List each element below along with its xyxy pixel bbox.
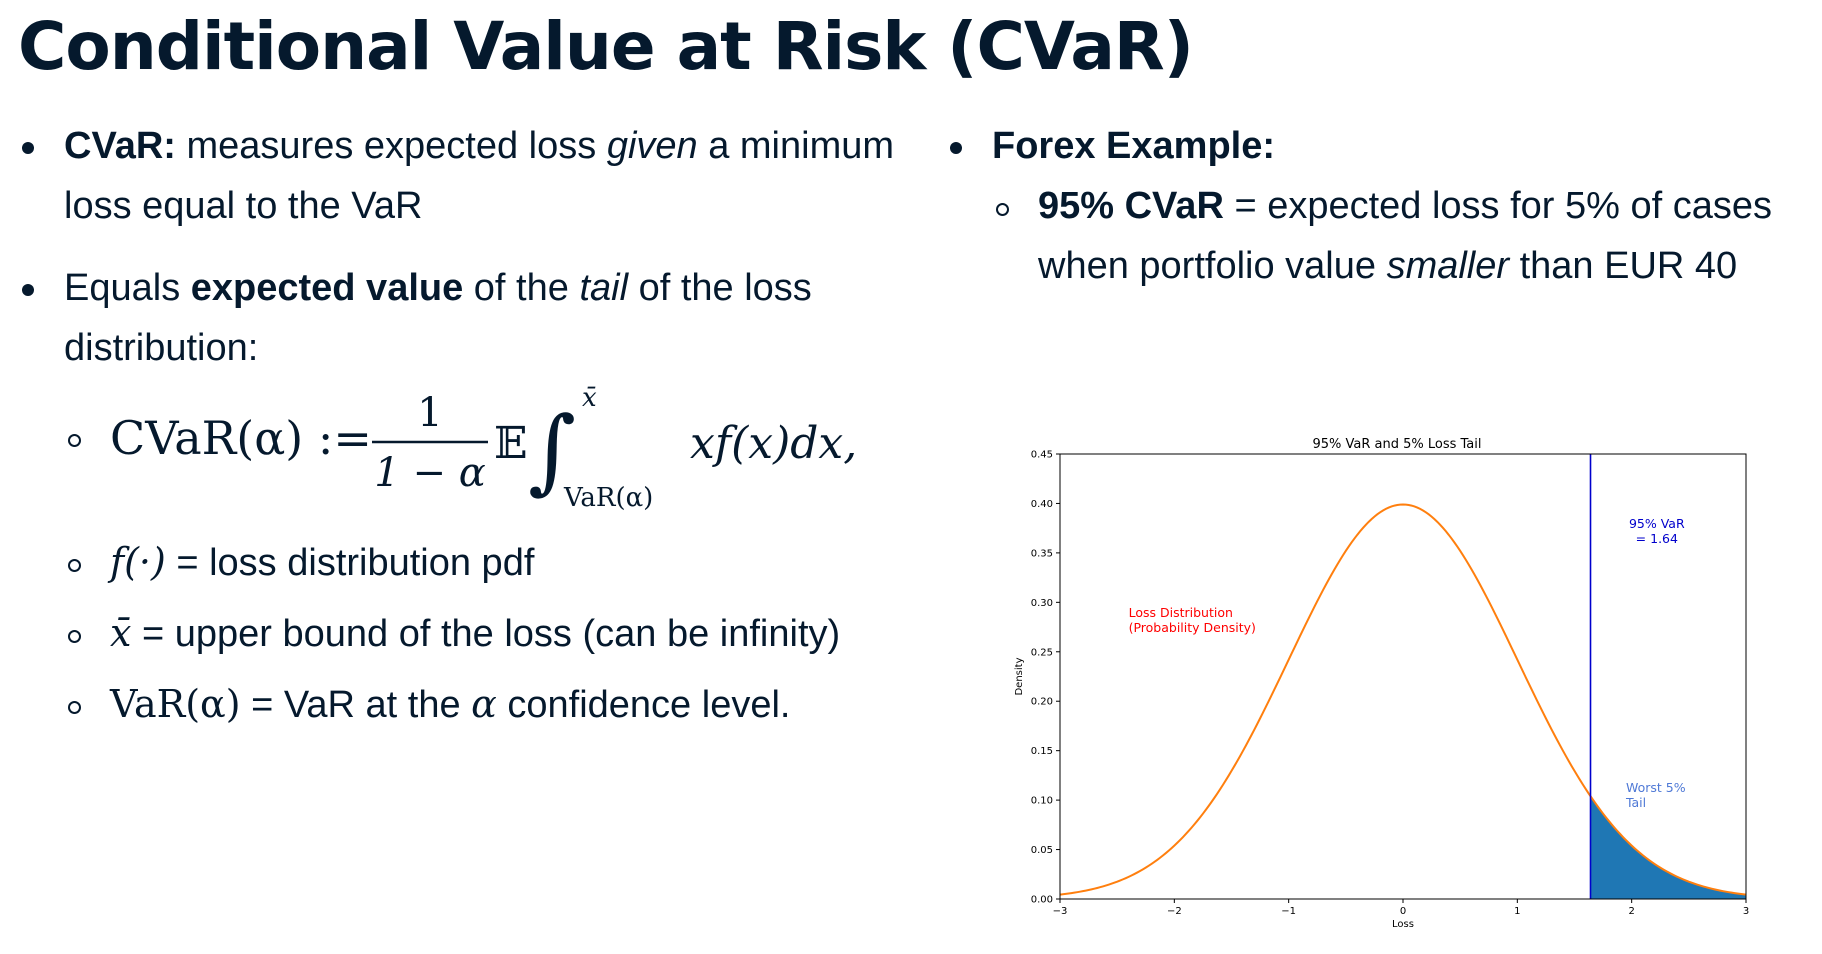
tail-word: tail <box>579 267 629 309</box>
annotation-distribution-line2: (Probability Density) <box>1129 620 1256 635</box>
x-tick-label: −1 <box>1281 906 1296 917</box>
cvar-term: CVaR: <box>64 125 176 167</box>
upper-bound-text: = upper bound of the loss (can be infini… <box>131 613 841 655</box>
y-tick-label: 0.30 <box>1031 598 1053 609</box>
y-tick-label: 0.40 <box>1031 499 1053 510</box>
page-title: Conditional Value at Risk (CVaR) <box>18 8 1194 85</box>
cvar95-text-2: than EUR 40 <box>1509 245 1738 287</box>
chart-title: 95% VaR and 5% Loss Tail <box>1312 437 1481 452</box>
forex-heading: Forex Example: <box>992 125 1275 167</box>
x-tick-label: 1 <box>1514 906 1520 917</box>
annotation-var: 95% VaR = 1.64 <box>1629 516 1685 546</box>
smaller-word: smaller <box>1386 245 1510 287</box>
x-tick-label: 3 <box>1743 906 1749 917</box>
y-axis-ticks: 0.00 0.05 0.10 0.15 0.20 0.25 0.30 0.35 0.40 0.45 <box>1031 450 1060 906</box>
sub-var: VaR(α) = VaR at the α confidence level. <box>18 674 918 735</box>
y-tick-label: 0.35 <box>1031 548 1053 559</box>
annotation-var-line1: 95% VaR <box>1629 516 1685 531</box>
x-tick-label: 2 <box>1628 906 1634 917</box>
sub-upper-bound: x̄ = upper bound of the loss (can be inf… <box>18 603 918 664</box>
left-column: CVaR: measures expected loss given a min… <box>18 116 918 735</box>
bullet-forex-example: Forex Example: <box>946 116 1816 176</box>
expected-value-term: expected value <box>190 267 464 309</box>
y-tick-label: 0.25 <box>1031 647 1053 658</box>
annotation-tail: Worst 5% Tail <box>1625 780 1686 810</box>
bullet-expected-value: Equals expected value of the tail of the… <box>18 258 918 378</box>
x-tick-label: −2 <box>1167 906 1182 917</box>
f-symbol: f(·) <box>110 540 166 584</box>
annotation-var-line2: = 1.64 <box>1636 531 1678 546</box>
xbar-symbol: x̄ <box>110 611 132 655</box>
formula-lhs: CVaR(α) := <box>110 411 372 465</box>
annotation-tail-line1: Worst 5% <box>1626 780 1686 795</box>
x-tick-label: 0 <box>1400 906 1406 917</box>
y-tick-label: 0.20 <box>1031 697 1053 708</box>
y-tick-label: 0.45 <box>1031 450 1053 461</box>
annotation-distribution-line1: Loss Distribution <box>1129 605 1233 620</box>
cvar95-term: 95% CVaR <box>1038 185 1224 227</box>
var-text-2: confidence level. <box>496 684 791 726</box>
y-tick-label: 0.15 <box>1031 746 1053 757</box>
ev-text-2: of the <box>463 267 580 309</box>
pdf-text: = loss distribution pdf <box>165 542 535 584</box>
var-text-1: = VaR at the <box>240 684 472 726</box>
integral-sign: ∫ <box>528 397 576 504</box>
alpha-symbol: α <box>471 682 497 726</box>
cvar-text-1: measures expected loss <box>175 125 607 167</box>
tail-area <box>1590 796 1746 899</box>
right-column: Forex Example: 95% CVaR = expected loss … <box>946 116 1816 296</box>
var-tail-chart: 95% VaR and 5% Loss Tail 0.00 0.05 0.10 0.1… <box>1014 437 1749 930</box>
sub-pdf: f(·) = loss distribution pdf <box>18 532 918 593</box>
formula-denominator: 1 − α <box>374 450 485 496</box>
ev-text-1: Equals <box>64 267 191 309</box>
y-axis-label: Density <box>1014 657 1025 695</box>
cvar-text-2: a minimum loss equal to the VaR <box>64 125 895 227</box>
integrand: xf(x)dx, <box>690 418 857 469</box>
y-tick-label: 0.00 <box>1031 895 1053 906</box>
sub-formula: CVaR(α) := 1 1 − α 𝔼 ∫ x̄ VaR(α) xf(x)dx… <box>18 378 918 528</box>
y-tick-label: 0.10 <box>1031 796 1053 807</box>
x-axis-label: Loss <box>1392 919 1414 930</box>
bullet-cvar-definition: CVaR: measures expected loss given a min… <box>18 116 918 236</box>
integral-upper-bound: x̄ <box>582 383 597 413</box>
cvar95-text-1: = expected loss for 5% of cases when por… <box>1038 185 1773 287</box>
annotation-tail-line2: Tail <box>1625 795 1646 810</box>
density-curve <box>1059 503 1747 896</box>
ev-text-3: of the loss distribution: <box>64 267 812 369</box>
integral-lower-bound: VaR(α) <box>563 483 653 513</box>
expectation-symbol: 𝔼 <box>494 418 528 469</box>
annotation-distribution: Loss Distribution (Probability Density) <box>1129 605 1256 635</box>
formula-numerator: 1 <box>417 390 442 436</box>
x-tick-label: −3 <box>1053 906 1068 917</box>
sub-cvar-95: 95% CVaR = expected loss for 5% of cases… <box>946 176 1816 296</box>
var-symbol: VaR(α) <box>110 682 241 726</box>
cvar-formula: CVaR(α) := 1 1 − α 𝔼 ∫ x̄ VaR(α) xf(x)dx… <box>110 383 857 513</box>
y-tick-label: 0.05 <box>1031 845 1053 856</box>
x-axis-ticks: −3 −2 −1 0 1 2 3 <box>1053 899 1749 917</box>
given-word: given <box>606 125 698 167</box>
